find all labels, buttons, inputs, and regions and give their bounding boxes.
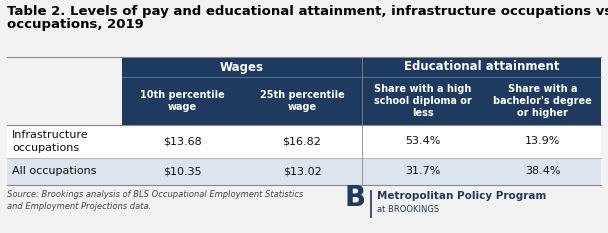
Text: 38.4%: 38.4% [525,167,560,177]
Bar [362,77,484,125]
Text: Infrastructure
occupations: Infrastructure occupations [12,130,89,153]
Text: 25th percentile
wage: 25th percentile wage [260,90,344,112]
Bar [362,57,601,77]
Bar [122,77,242,125]
Text: $16.82: $16.82 [283,137,322,147]
Bar [7,158,601,185]
Text: $13.02: $13.02 [283,167,322,177]
Bar [7,77,122,125]
Text: Educational attainment: Educational attainment [404,61,559,73]
Text: Table 2. Levels of pay and educational attainment, infrastructure occupations vs: Table 2. Levels of pay and educational a… [7,5,608,18]
Text: All occupations: All occupations [12,167,97,177]
Bar [484,77,601,125]
Text: 10th percentile
wage: 10th percentile wage [140,90,224,112]
Text: 31.7%: 31.7% [406,167,441,177]
Bar [7,125,601,158]
Text: B: B [345,184,365,212]
Text: 13.9%: 13.9% [525,137,560,147]
Bar [7,57,122,77]
Text: 53.4%: 53.4% [406,137,441,147]
Text: Share with a
bachelor's degree
or higher: Share with a bachelor's degree or higher [493,84,592,118]
Text: at BROOKINGS: at BROOKINGS [377,205,439,213]
Text: occupations, 2019: occupations, 2019 [7,18,143,31]
Bar [242,77,362,125]
Bar [122,57,362,77]
Text: $10.35: $10.35 [163,167,201,177]
Text: Share with a high
school diploma or
less: Share with a high school diploma or less [374,84,472,118]
Text: Metropolitan Policy Program: Metropolitan Policy Program [377,191,547,201]
Text: $13.68: $13.68 [162,137,201,147]
Text: Wages: Wages [220,61,264,73]
Text: Source: Brookings analysis of BLS Occupational Employment Statistics
and Employm: Source: Brookings analysis of BLS Occupa… [7,190,303,211]
